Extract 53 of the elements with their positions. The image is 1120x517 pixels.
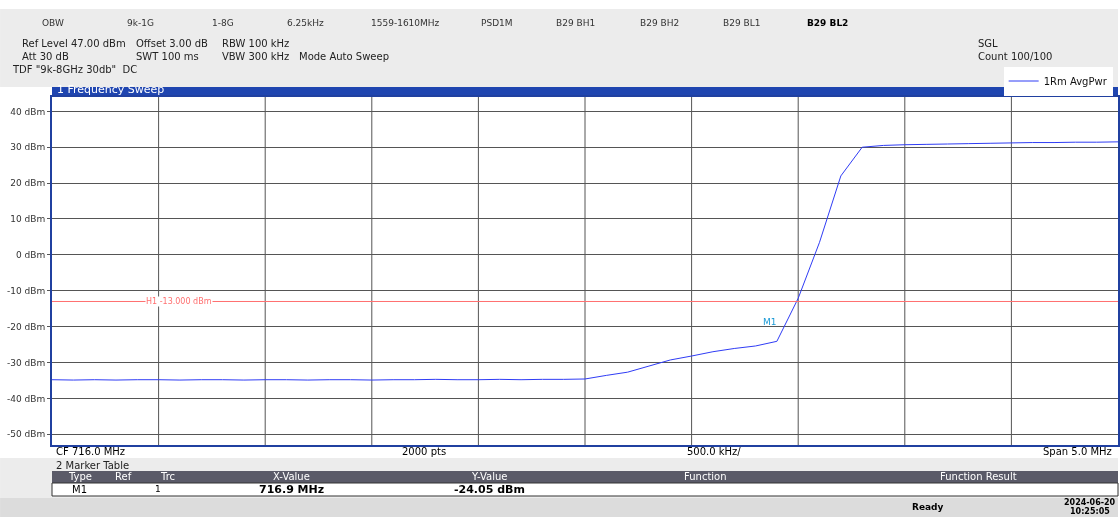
text: M1	[72, 484, 87, 495]
text: B29 BL1	[723, 18, 761, 28]
text: 1-8G	[212, 18, 234, 28]
y-tick-label: -30 dBm	[6, 357, 46, 368]
text: 2024-06-20	[1064, 498, 1116, 507]
text: 9k-1G	[127, 18, 154, 28]
y-tick-label: 0 dBm	[15, 250, 46, 261]
text: B29 BL2	[807, 18, 849, 28]
y-tick-label: -10 dBm	[6, 285, 46, 296]
text: Function Result	[940, 471, 1017, 482]
ref-line-label: H1 -13.000 dBm	[146, 297, 212, 306]
y-tick-label: 10 dBm	[10, 214, 46, 225]
text: Y-Value	[471, 471, 508, 482]
text: Offset 3.00 dB	[136, 38, 209, 49]
text: Ref	[115, 471, 132, 482]
text: Att 30 dB	[22, 51, 69, 62]
chart-title: 1 Frequency Sweep	[57, 83, 165, 96]
text: 2000 pts	[402, 446, 447, 457]
text: B29 BH2	[640, 18, 680, 28]
text: SGL	[978, 38, 999, 49]
text: 500.0 kHz/	[687, 446, 742, 457]
text: -24.05 dBm	[454, 483, 525, 496]
text: OBW	[42, 18, 64, 28]
y-tick-label: 30 dBm	[10, 142, 46, 153]
text: 2 Marker Table	[56, 460, 130, 471]
text: Type	[68, 471, 92, 482]
y-tick-label: -50 dBm	[6, 429, 46, 440]
text: 6.25kHz	[287, 18, 325, 28]
text: X-Value	[273, 471, 310, 482]
text: SWT 100 ms	[136, 51, 199, 62]
text: Count 100/100	[978, 51, 1053, 62]
text: Ref Level 47.00 dBm	[22, 38, 126, 49]
text: Span 5.0 MHz	[1043, 446, 1112, 457]
text: TDF "9k-8GHz 30db" DC	[12, 64, 138, 75]
y-tick-label: 40 dBm	[10, 106, 46, 117]
annotation: M1	[763, 317, 777, 327]
text: CF 716.0 MHz	[56, 446, 126, 457]
text: 1	[155, 484, 161, 494]
text: B29 BH1	[556, 18, 596, 28]
text: PSD1M	[481, 18, 513, 28]
text: 1559-1610MHz	[371, 18, 440, 28]
text: Mode Auto Sweep	[299, 51, 389, 62]
y-tick-label: -40 dBm	[6, 393, 46, 404]
text: 10:25:05	[1070, 507, 1111, 516]
legend-label: 1Rm AvgPwr	[1043, 75, 1108, 87]
text: Function	[684, 471, 727, 482]
y-tick-label: 20 dBm	[10, 178, 46, 189]
y-tick-label: -20 dBm	[6, 321, 46, 332]
text: Trc	[160, 471, 176, 482]
text: RBW 100 kHz	[222, 38, 290, 49]
text: Ready	[912, 502, 944, 512]
text: 716.9 MHz	[259, 483, 325, 496]
text: VBW 300 kHz	[222, 51, 290, 62]
